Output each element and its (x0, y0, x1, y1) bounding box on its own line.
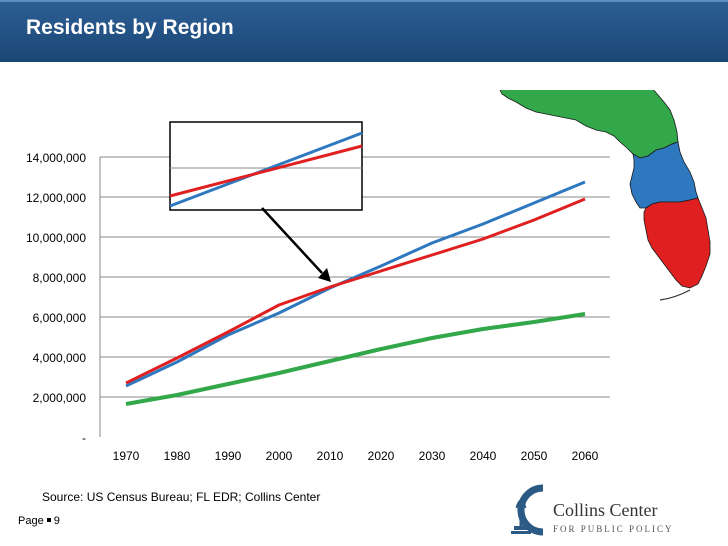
x-tick-label: 2030 (419, 449, 446, 463)
y-tick-label: 4,000,000 (33, 351, 87, 365)
series-line-south (125, 197, 586, 385)
title-bar: Residents by Region (0, 0, 728, 62)
residents-line-chart: - 2,000,000 4,000,000 6,000,000 8,000,000 10,… (26, 90, 711, 463)
x-tick-label: 1980 (164, 449, 191, 463)
map-keys (659, 289, 691, 301)
x-tick-label: 2060 (572, 449, 599, 463)
series-lines (125, 180, 586, 406)
zoom-box (169, 121, 363, 211)
y-tick-label: 12,000,000 (26, 191, 86, 205)
x-tick-label: 2010 (317, 449, 344, 463)
source-note: Source: US Census Bureau; FL EDR; Collin… (42, 490, 321, 504)
y-tick-label: 6,000,000 (33, 311, 87, 325)
x-tick-label: 1970 (113, 449, 140, 463)
title-bar-highlight (0, 0, 728, 2)
zoom-arrow-shaft (261, 207, 323, 274)
x-axis-tick-labels: 1970 1980 1990 2000 2010 2020 2030 2040 2050 2060 (113, 449, 599, 463)
y-tick-label: - (82, 431, 86, 445)
series-line-north (125, 312, 586, 406)
x-tick-label: 2000 (266, 449, 293, 463)
y-tick-label: 8,000,000 (33, 271, 87, 285)
y-tick-label: 2,000,000 (33, 391, 87, 405)
x-tick-label: 2040 (470, 449, 497, 463)
x-tick-label: 1990 (215, 449, 242, 463)
florida-regions-map-icon (499, 90, 711, 301)
page-label: Page (18, 515, 44, 527)
logo-name: Collins Center (553, 500, 658, 520)
zoom-line-south (169, 144, 363, 198)
torch-c-logo-icon (511, 484, 544, 536)
y-tick-label: 10,000,000 (26, 231, 86, 245)
map-region-north (499, 90, 679, 159)
logo-tagline: FOR PUBLIC POLICY (553, 524, 674, 534)
y-axis-tick-labels: - 2,000,000 4,000,000 6,000,000 8,000,000 10,… (26, 151, 86, 445)
x-tick-label: 2050 (521, 449, 548, 463)
zoom-inset (169, 121, 363, 282)
series-line-central (125, 180, 586, 388)
page-bullet (46, 518, 51, 523)
page-number: 9 (53, 515, 60, 527)
collins-center-logo: Collins Center FOR PUBLIC POLICY (511, 484, 674, 536)
map-region-south (643, 197, 711, 289)
slide-title: Residents by Region (26, 16, 234, 39)
y-tick-label: 14,000,000 (26, 151, 86, 165)
zoom-arrow-head (318, 268, 331, 282)
x-tick-label: 2020 (368, 449, 395, 463)
page-footer: Page 9 (18, 515, 60, 527)
